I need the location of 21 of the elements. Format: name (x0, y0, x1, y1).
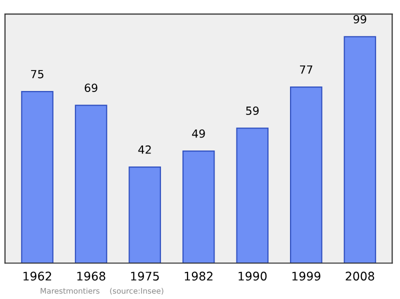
data-label: 99 (354, 15, 366, 24)
bar (344, 36, 376, 264)
bar (236, 128, 269, 264)
x-tick-label: 1962 (24, 272, 52, 281)
data-label: 75 (31, 70, 44, 78)
data-label: 77 (300, 65, 312, 74)
data-label: 42 (138, 145, 151, 154)
bar (128, 166, 161, 264)
data-label: 69 (84, 84, 98, 92)
x-tick-label: 1968 (77, 272, 106, 281)
bar (21, 91, 54, 264)
x-tick-label: 1975 (131, 272, 159, 281)
x-tick-label: 1982 (184, 272, 212, 281)
x-tick-label: 1990 (238, 272, 267, 281)
data-label: 59 (246, 106, 259, 115)
bar (74, 104, 108, 264)
bar (290, 86, 322, 264)
data-label: 49 (192, 129, 205, 138)
x-tick-label: 2008 (346, 272, 374, 281)
x-tick-label: 1999 (292, 272, 320, 281)
bar (182, 150, 215, 264)
